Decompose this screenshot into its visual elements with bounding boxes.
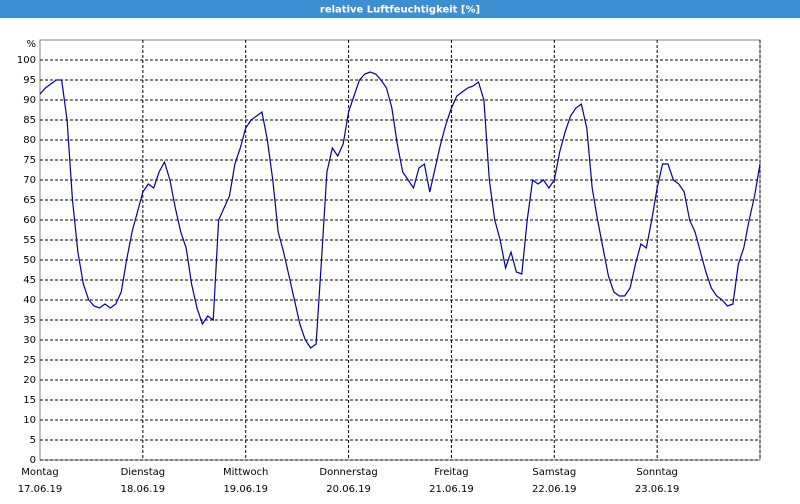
x-date-label: 17.06.19 [18, 484, 63, 495]
y-tick-label: 95 [23, 75, 36, 86]
y-tick-label: 30 [23, 335, 36, 346]
humidity-line [39, 71, 761, 349]
y-tick-label: 75 [23, 155, 36, 166]
plot-area [39, 39, 761, 461]
y-tick-label: 70 [23, 175, 36, 186]
x-day-label: Donnerstag [319, 467, 377, 478]
x-day-label: Samstag [532, 467, 576, 478]
y-tick-label: 25 [23, 355, 36, 366]
x-date-label: 23.06.19 [635, 484, 680, 495]
y-tick-label: 10 [23, 415, 36, 426]
x-date-label: 19.06.19 [223, 484, 268, 495]
chart-title: relative Luftfeuchtigkeit [%] [320, 5, 480, 16]
y-tick-label: 0 [30, 455, 36, 466]
y-tick-label: 35 [23, 315, 36, 326]
x-day-label: Dienstag [121, 467, 166, 478]
y-tick-label: 65 [23, 195, 36, 206]
x-date-label: 21.06.19 [429, 484, 474, 495]
x-date-label: 18.06.19 [121, 484, 166, 495]
y-tick-label: 50 [23, 255, 36, 266]
y-tick-label: 55 [23, 235, 36, 246]
x-date-label: 22.06.19 [532, 484, 577, 495]
x-day-label: Mittwoch [223, 467, 268, 478]
y-tick-label: 85 [23, 115, 36, 126]
y-unit: % [26, 39, 36, 50]
y-tick-label: 100 [17, 55, 36, 66]
y-tick-label: 60 [23, 215, 36, 226]
x-date-label: 20.06.19 [326, 484, 371, 495]
y-tick-label: 40 [23, 295, 36, 306]
y-tick-label: 15 [23, 395, 36, 406]
x-day-label: Freitag [434, 467, 468, 478]
x-day-label: Sonntag [636, 467, 678, 478]
y-tick-label: 90 [23, 95, 36, 106]
y-tick-label: 80 [23, 135, 36, 146]
x-day-label: Montag [21, 467, 58, 478]
title-bar [0, 0, 800, 18]
y-tick-label: 20 [23, 375, 36, 386]
y-tick-label: 5 [30, 435, 36, 446]
y-tick-label: 45 [23, 275, 36, 286]
